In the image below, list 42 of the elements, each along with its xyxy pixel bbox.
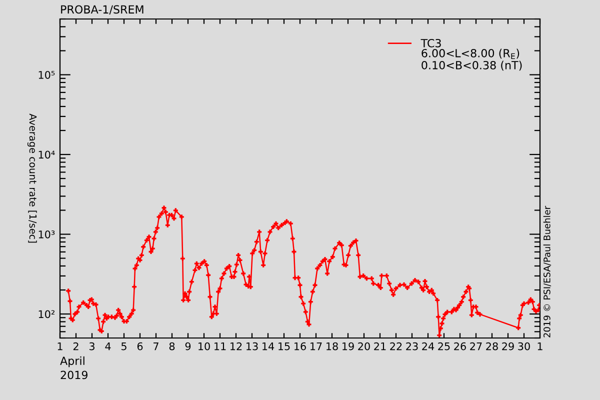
x-tick-label: 29: [502, 342, 514, 350]
x-tick-label: 26: [454, 342, 466, 350]
x-tick-label: 4: [105, 342, 111, 350]
x-tick-label: 22: [390, 342, 402, 350]
x-tick-label: 2: [73, 342, 78, 350]
x-tick-label: 19: [342, 342, 354, 350]
x-tick-label: 30: [518, 342, 530, 350]
annotation: 6.00<L<8.00 (R$_{E}$): [422, 48, 520, 60]
x-tick-label: 5: [121, 342, 126, 350]
x-tick-label: 20: [358, 342, 370, 350]
y-tick-label: 10⁵: [38, 70, 55, 79]
y-tick-label: 10⁴: [38, 150, 55, 159]
x-tick-label: 6: [137, 342, 143, 350]
y-tick-label: 10²: [38, 310, 54, 318]
x-tick-label: 16: [294, 342, 306, 350]
y-tick-label: 10³: [38, 230, 55, 238]
x-tick-label: 10: [198, 342, 210, 350]
x-tick-label: 12: [230, 342, 242, 350]
x-tick-label: 11: [214, 342, 226, 350]
annotation: 0.10<B<0.38 (nT): [422, 60, 522, 71]
x-tick-label: 13: [246, 342, 258, 350]
x-tick-label: 21: [374, 342, 386, 350]
x-tick-label: 24: [422, 342, 434, 350]
x-tick-label: 9: [185, 342, 191, 350]
y-axis-title: Average count rate [1/sec]: [27, 114, 37, 243]
x-tick-label: 28: [486, 342, 498, 350]
x-axis-title: April 2019: [60, 356, 88, 380]
legend-label: TC3: [420, 38, 441, 48]
text: 2019 © PSI/ESA/Paul Buehler: [543, 206, 552, 338]
chart-title: PROBA-1/SREM: [61, 5, 144, 14]
x-tick-label: 17: [310, 342, 322, 350]
x-tick-label: 18: [326, 342, 338, 350]
x-tick-label: 14: [262, 342, 274, 350]
x-tick-label: 23: [406, 342, 418, 350]
x-tick-label: 1: [538, 342, 542, 350]
x-tick-label: 15: [278, 342, 290, 350]
x-tick-label: 7: [154, 342, 158, 350]
x-tick-label: 8: [169, 342, 175, 350]
x-tick-label: 3: [89, 342, 94, 350]
x-tick-label: 1: [58, 342, 62, 350]
x-tick-label: 25: [438, 342, 450, 350]
x-tick-label: 27: [470, 342, 482, 350]
